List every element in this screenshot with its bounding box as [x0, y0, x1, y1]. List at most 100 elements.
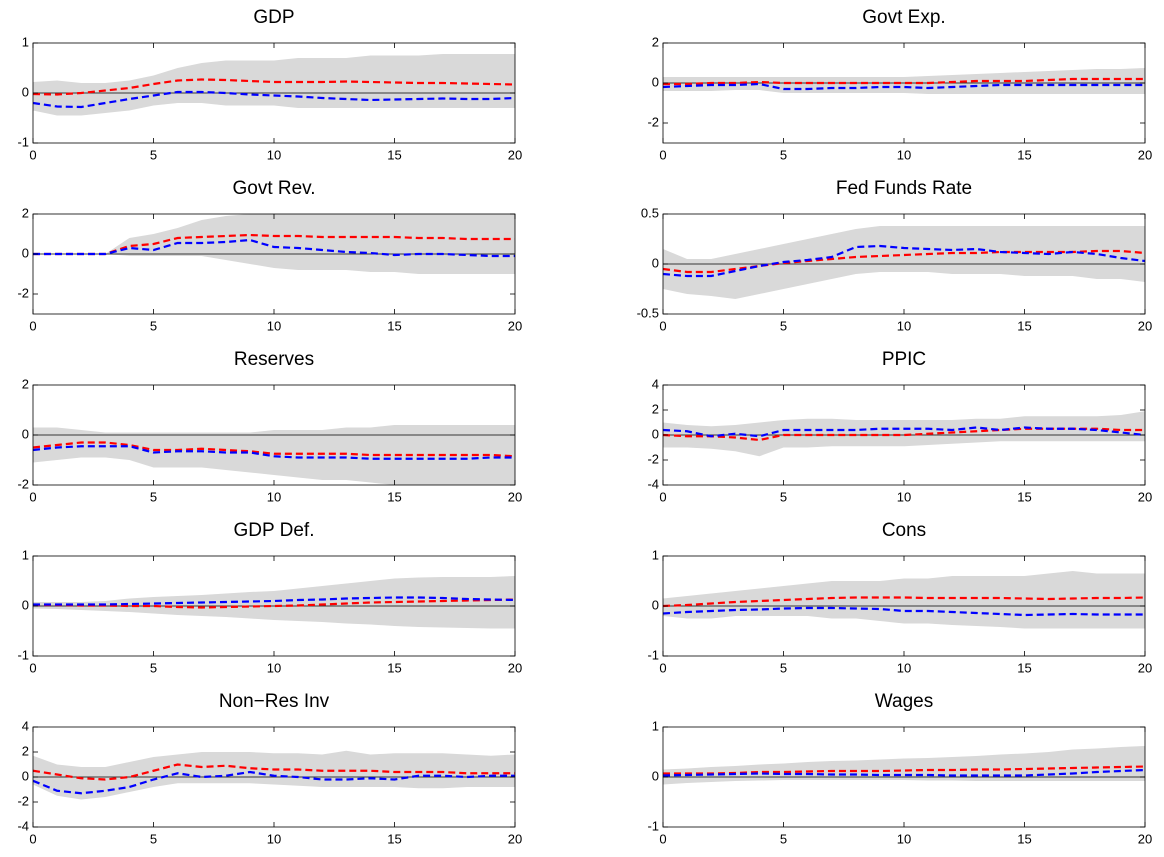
series-line [33, 763, 515, 781]
y-tick-label: -0.5 [637, 305, 659, 320]
x-tick-label: 15 [387, 831, 401, 846]
x-tick-label: 20 [508, 318, 522, 333]
y-tick-label: 4 [22, 718, 29, 733]
confidence-band [33, 576, 515, 629]
series-line [663, 426, 1145, 438]
subplot-title: Reserves [234, 349, 314, 370]
x-tick-label: 20 [508, 660, 522, 675]
subplot: 0 5 10 15 20 -2 0 2 Govt Rev. [17, 178, 522, 333]
x-tick-label: 20 [1138, 147, 1152, 162]
confidence-band [33, 425, 515, 485]
x-tick-label: 10 [267, 831, 281, 846]
confidence-band [663, 571, 1145, 629]
y-tick-label: -2 [17, 793, 29, 808]
plot-content [33, 576, 515, 629]
x-tick-label: 5 [780, 831, 787, 846]
x-tick-label: 15 [1017, 489, 1031, 504]
y-tick-label: -1 [17, 134, 29, 149]
x-tick-label: 5 [780, 660, 787, 675]
series-line [33, 596, 515, 606]
x-tick-label: 10 [897, 318, 911, 333]
series-line [663, 244, 1145, 278]
plot-content [33, 54, 515, 116]
x-tick-label: 5 [150, 147, 157, 162]
y-tick-label: 2 [652, 401, 659, 416]
series-line [33, 770, 515, 795]
series-line [663, 768, 1145, 777]
x-tick-label: 5 [780, 489, 787, 504]
x-tick-label: 5 [780, 318, 787, 333]
subplot-title: PPIC [882, 349, 926, 370]
series-line [33, 78, 515, 96]
series-line [663, 427, 1145, 442]
subplot: 0 5 10 15 20 -2 0 2 Govt Exp. [647, 7, 1152, 162]
x-tick-label: 10 [897, 831, 911, 846]
x-tick-label: 15 [1017, 318, 1031, 333]
x-tick-label: 15 [387, 318, 401, 333]
y-tick-label: -2 [17, 476, 29, 491]
x-tick-label: 0 [29, 489, 36, 504]
x-tick-label: 5 [150, 831, 157, 846]
plot-content [663, 746, 1145, 785]
plot-content [33, 425, 515, 485]
series-line [663, 82, 1145, 91]
x-tick-label: 15 [387, 660, 401, 675]
x-tick-label: 5 [150, 660, 157, 675]
y-tick-label: 0.5 [641, 205, 659, 220]
y-tick-label: 0 [22, 768, 29, 783]
series-line [33, 441, 515, 458]
subplot-title: GDP [253, 7, 294, 28]
y-tick-label: -1 [647, 647, 659, 662]
plot-content [663, 68, 1145, 94]
plot-content [663, 411, 1145, 457]
x-tick-label: 10 [267, 318, 281, 333]
subplot-title: Fed Funds Rate [836, 178, 972, 199]
x-tick-label: 0 [29, 147, 36, 162]
y-tick-label: 0 [22, 245, 29, 260]
subplot-title: Cons [882, 520, 926, 541]
y-tick-label: 0 [22, 84, 29, 99]
series-line [33, 598, 515, 609]
y-tick-label: -2 [17, 285, 29, 300]
x-tick-label: 20 [508, 831, 522, 846]
y-tick-label: 1 [652, 547, 659, 562]
x-tick-label: 15 [387, 147, 401, 162]
x-tick-label: 20 [1138, 318, 1152, 333]
plot-content [663, 226, 1145, 299]
y-tick-label: 1 [652, 718, 659, 733]
x-tick-label: 0 [29, 831, 36, 846]
y-tick-label: 2 [22, 205, 29, 220]
y-tick-label: 0 [652, 768, 659, 783]
x-tick-label: 15 [1017, 831, 1031, 846]
subplot-title: Non−Res Inv [219, 691, 330, 712]
x-tick-label: 20 [508, 489, 522, 504]
series-line [663, 596, 1145, 608]
subplot-title: Govt Exp. [862, 7, 945, 28]
x-tick-label: 15 [387, 489, 401, 504]
x-tick-label: 20 [1138, 831, 1152, 846]
y-tick-label: 0 [22, 426, 29, 441]
y-tick-label: -1 [17, 647, 29, 662]
x-tick-label: 0 [29, 660, 36, 675]
x-tick-label: 10 [897, 489, 911, 504]
x-tick-label: 0 [659, 660, 666, 675]
series-line [33, 445, 515, 460]
x-tick-label: 15 [1017, 147, 1031, 162]
x-tick-label: 5 [780, 147, 787, 162]
series-line [663, 765, 1145, 775]
series-line [33, 90, 515, 109]
confidence-band [663, 226, 1145, 299]
x-tick-label: 5 [150, 489, 157, 504]
x-tick-label: 10 [267, 489, 281, 504]
confidence-band [663, 68, 1145, 94]
x-tick-label: 20 [508, 147, 522, 162]
y-tick-label: -4 [17, 818, 29, 833]
x-tick-label: 0 [659, 318, 666, 333]
plot-content [33, 214, 515, 274]
y-tick-label: 2 [652, 34, 659, 49]
series-line [33, 238, 515, 258]
